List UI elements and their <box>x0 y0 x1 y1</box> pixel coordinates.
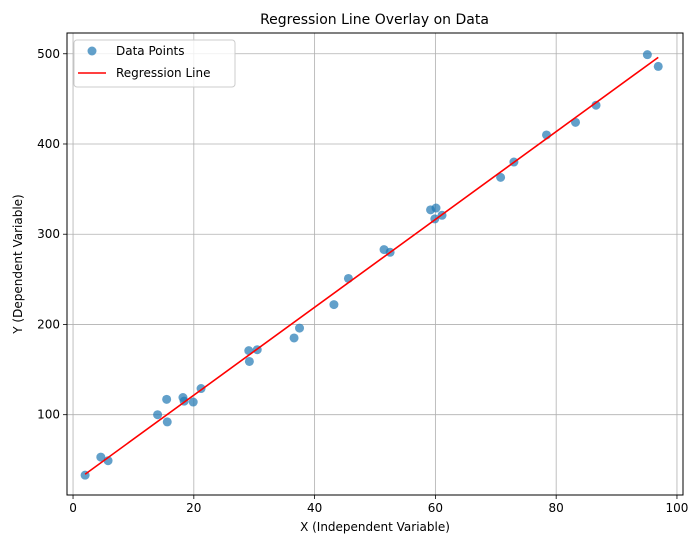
data-point <box>96 452 106 462</box>
data-point <box>188 397 198 407</box>
x-tick-label: 20 <box>186 501 201 515</box>
data-point <box>162 394 172 404</box>
legend-box <box>73 39 236 88</box>
legend-label-regression-line: Regression Line <box>116 66 210 80</box>
y-tick-label: 500 <box>37 47 60 61</box>
y-tick-label: 100 <box>37 408 60 422</box>
data-point <box>343 273 353 283</box>
legend-label-data-points: Data Points <box>116 44 185 58</box>
x-tick-label: 0 <box>69 501 77 515</box>
x-tick-label: 100 <box>666 501 689 515</box>
data-point <box>289 333 299 343</box>
data-point <box>329 300 339 310</box>
data-point <box>591 100 601 110</box>
x-tick-label: 80 <box>549 501 564 515</box>
y-tick-label: 300 <box>37 227 60 241</box>
x-axis-label: X (Independent Variable) <box>300 520 450 534</box>
y-tick-label: 400 <box>37 137 60 151</box>
data-point <box>153 410 163 420</box>
data-point <box>244 356 254 366</box>
plot-data <box>80 50 663 480</box>
chart-title: Regression Line Overlay on Data <box>260 12 489 28</box>
legend-marker-data-points <box>87 46 97 56</box>
y-tick-label: 200 <box>37 317 60 331</box>
data-point <box>653 61 663 71</box>
x-tick-label: 60 <box>428 501 443 515</box>
data-point <box>431 203 441 213</box>
axis-ticks: 0 20 40 60 80 100 100 200 300 400 500 <box>37 47 688 515</box>
x-tick-label: 40 <box>307 501 322 515</box>
data-point <box>162 417 172 427</box>
y-axis-label: Y (Dependent Variable) <box>11 194 25 334</box>
data-point <box>295 323 305 333</box>
data-point <box>642 50 652 60</box>
regression-line <box>84 56 659 475</box>
legend: Data Points Regression Line <box>73 39 236 88</box>
plot-frame <box>66 32 684 496</box>
data-point <box>496 172 506 182</box>
